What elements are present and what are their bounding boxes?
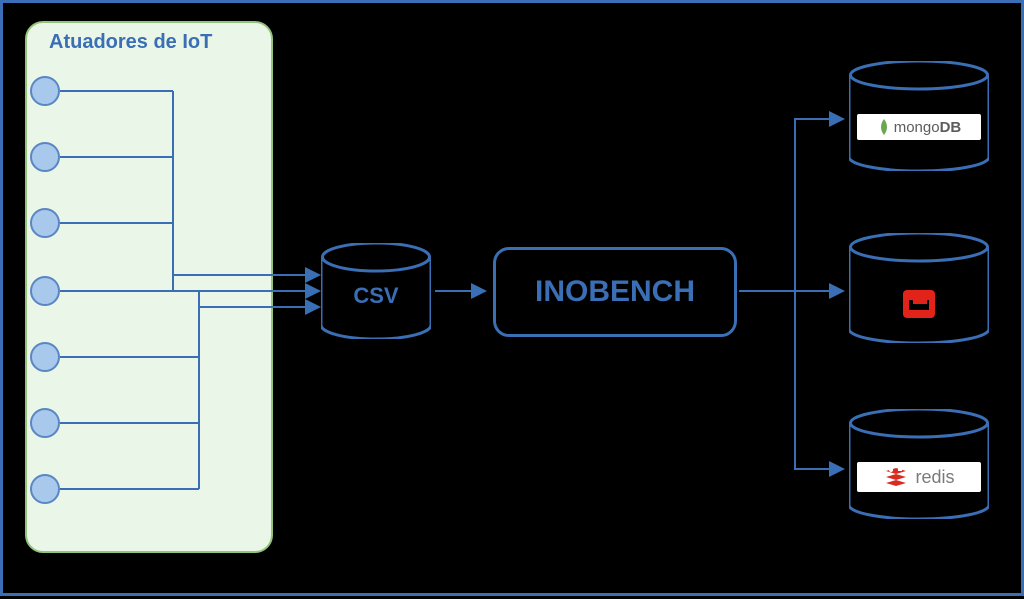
redis-cylinder: redis <box>849 409 989 519</box>
actuators-group: Atuadores de IoT <box>25 21 273 553</box>
actuators-group-title: Atuadores de IoT <box>49 31 212 54</box>
mongo-text: mongo <box>894 119 940 136</box>
actuator-node <box>30 474 60 504</box>
redis-icon <box>883 465 909 489</box>
redis-text: redis <box>915 467 954 488</box>
csv-label: CSV <box>321 283 431 309</box>
mongo-text-bold: DB <box>940 119 962 136</box>
couch-cylinder <box>849 233 989 343</box>
diagram-root: { "canvas": { "w": 1024, "h": 596, "bg":… <box>3 3 1021 593</box>
actuator-node <box>30 208 60 238</box>
redis-badge: redis <box>857 462 981 492</box>
couch-icon <box>909 296 929 312</box>
actuator-node <box>30 342 60 372</box>
mongo-badge: mongo DB <box>857 114 981 140</box>
actuator-node <box>30 76 60 106</box>
inobench-process: INOBENCH <box>493 247 737 337</box>
actuator-node <box>30 276 60 306</box>
mongo-leaf-icon <box>877 118 891 136</box>
couch-badge <box>903 290 935 318</box>
inobench-label: INOBENCH <box>535 275 695 309</box>
mongo-cylinder: mongo DB <box>849 61 989 171</box>
csv-cylinder: CSV <box>321 243 431 339</box>
actuator-node <box>30 142 60 172</box>
actuator-node <box>30 408 60 438</box>
